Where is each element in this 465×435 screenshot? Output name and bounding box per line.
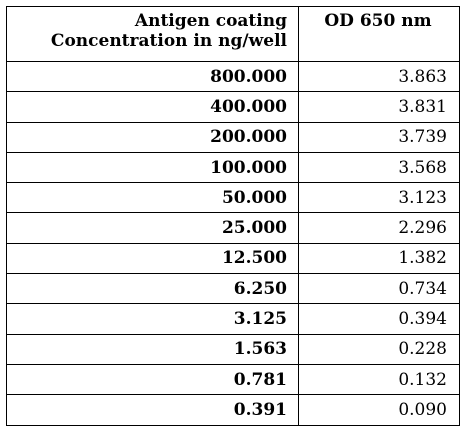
concentration-cell: 12.500: [6, 242, 299, 275]
table-row: 400.000 3.831: [6, 91, 460, 123]
od-cell: 2.296: [298, 212, 460, 244]
od-cell: 3.123: [298, 182, 460, 214]
od-cell: 0.228: [298, 333, 460, 365]
table-row: 1.563 0.228: [6, 333, 460, 365]
table-header-row: Antigen coating Concentration in ng/well…: [6, 6, 460, 62]
table-row: 0.391 0.090: [6, 394, 460, 426]
table-row: 12.500 1.382: [6, 242, 460, 275]
table-row: 6.250 0.734: [6, 273, 460, 305]
concentration-cell: 800.000: [6, 60, 299, 93]
concentration-cell: 100.000: [6, 151, 299, 184]
table-row: 100.000 3.568: [6, 151, 460, 184]
table-container: Antigen coating Concentration in ng/well…: [6, 6, 460, 426]
concentration-cell: 6.250: [6, 273, 299, 305]
table-row: 200.000 3.739: [6, 121, 460, 153]
concentration-cell: 1.563: [6, 333, 299, 365]
concentration-cell: 400.000: [6, 91, 299, 123]
concentration-cell: 0.781: [6, 363, 299, 396]
od-cell: 1.382: [298, 242, 460, 275]
header-concentration-line1: Antigen coating: [134, 11, 287, 31]
concentration-cell: 25.000: [6, 212, 299, 244]
table-row: 0.781 0.132: [6, 363, 460, 396]
od-cell: 0.090: [298, 394, 460, 426]
header-concentration-line2: Concentration in ng/well: [50, 31, 287, 51]
concentration-cell: 200.000: [6, 121, 299, 153]
od-cell: 3.739: [298, 121, 460, 153]
concentration-cell: 0.391: [6, 394, 299, 426]
od-cell: 0.132: [298, 363, 460, 396]
header-od: OD 650 nm: [298, 6, 460, 62]
od-cell: 0.734: [298, 273, 460, 305]
header-concentration: Antigen coating Concentration in ng/well: [6, 6, 299, 62]
table-row: 50.000 3.123: [6, 182, 460, 214]
od-cell: 3.863: [298, 60, 460, 93]
table-row: 800.000 3.863: [6, 60, 460, 93]
table-row: 3.125 0.394: [6, 303, 460, 335]
od-cell: 3.568: [298, 151, 460, 184]
od-cell: 0.394: [298, 303, 460, 335]
concentration-cell: 3.125: [6, 303, 299, 335]
antigen-od-table: Antigen coating Concentration in ng/well…: [6, 6, 460, 426]
od-cell: 3.831: [298, 91, 460, 123]
table-row: 25.000 2.296: [6, 212, 460, 244]
table-body: 800.000 3.863 400.000 3.831 200.000 3.739 100.…: [6, 60, 460, 426]
concentration-cell: 50.000: [6, 182, 299, 214]
